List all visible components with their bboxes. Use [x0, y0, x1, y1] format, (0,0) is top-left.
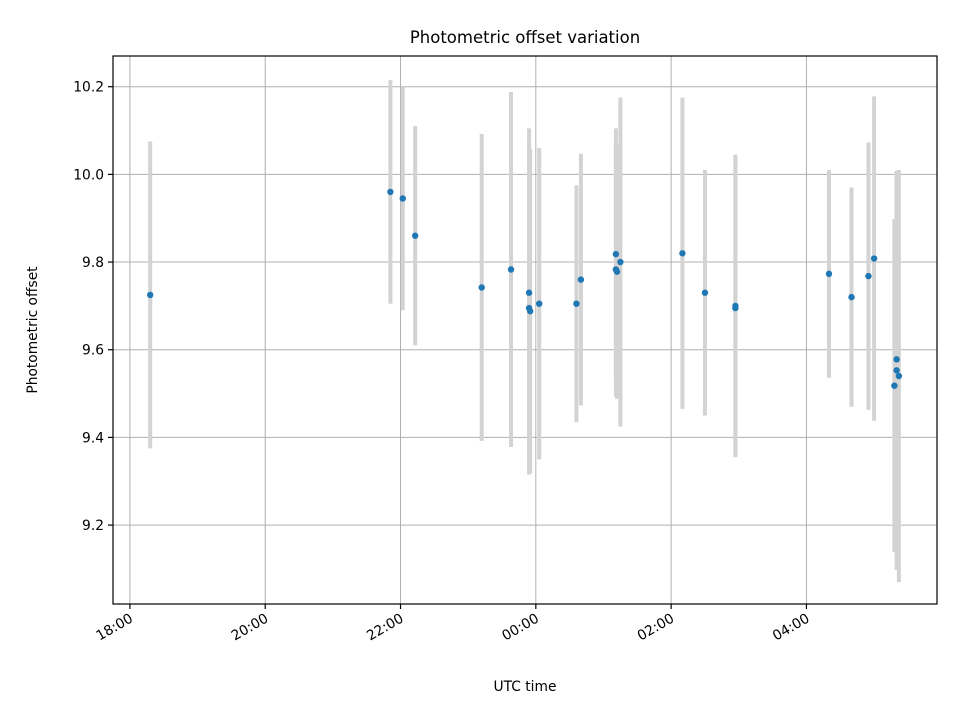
y-tick-label: 9.2 — [82, 518, 104, 534]
data-point — [848, 293, 855, 301]
data-point — [147, 291, 154, 299]
data-point — [507, 266, 515, 273]
data-point — [617, 258, 624, 266]
data-point — [525, 289, 533, 296]
data-point — [536, 300, 543, 307]
data-point — [701, 289, 709, 296]
y-tick-label: 10.2 — [73, 80, 104, 96]
data-point — [577, 276, 585, 283]
grid-layer — [113, 56, 937, 604]
data-point — [893, 356, 900, 363]
y-axis-label: Photometric offset — [25, 266, 41, 394]
data-point — [865, 272, 872, 280]
data-point — [732, 304, 739, 312]
data-point — [679, 250, 686, 257]
data-point — [399, 195, 406, 202]
plot-frame — [112, 55, 938, 605]
x-axis-label: UTC time — [494, 679, 557, 695]
data-point — [478, 284, 485, 291]
chart-title: Photometric offset variation — [410, 28, 640, 47]
point-layer — [147, 188, 903, 389]
y-tick-label: 10.0 — [73, 167, 104, 183]
data-point — [387, 188, 394, 196]
y-tick-label: 9.6 — [82, 343, 104, 359]
y-tick-label: 9.4 — [82, 430, 104, 446]
data-point — [526, 307, 534, 315]
data-point — [891, 382, 898, 389]
data-point — [870, 255, 878, 262]
data-point — [613, 268, 621, 275]
data-point — [825, 270, 833, 278]
data-point — [612, 250, 620, 258]
data-point — [895, 372, 903, 380]
data-point — [573, 300, 580, 307]
data-point — [893, 367, 900, 374]
data-point — [411, 232, 419, 239]
y-tick-label: 9.8 — [82, 255, 104, 271]
